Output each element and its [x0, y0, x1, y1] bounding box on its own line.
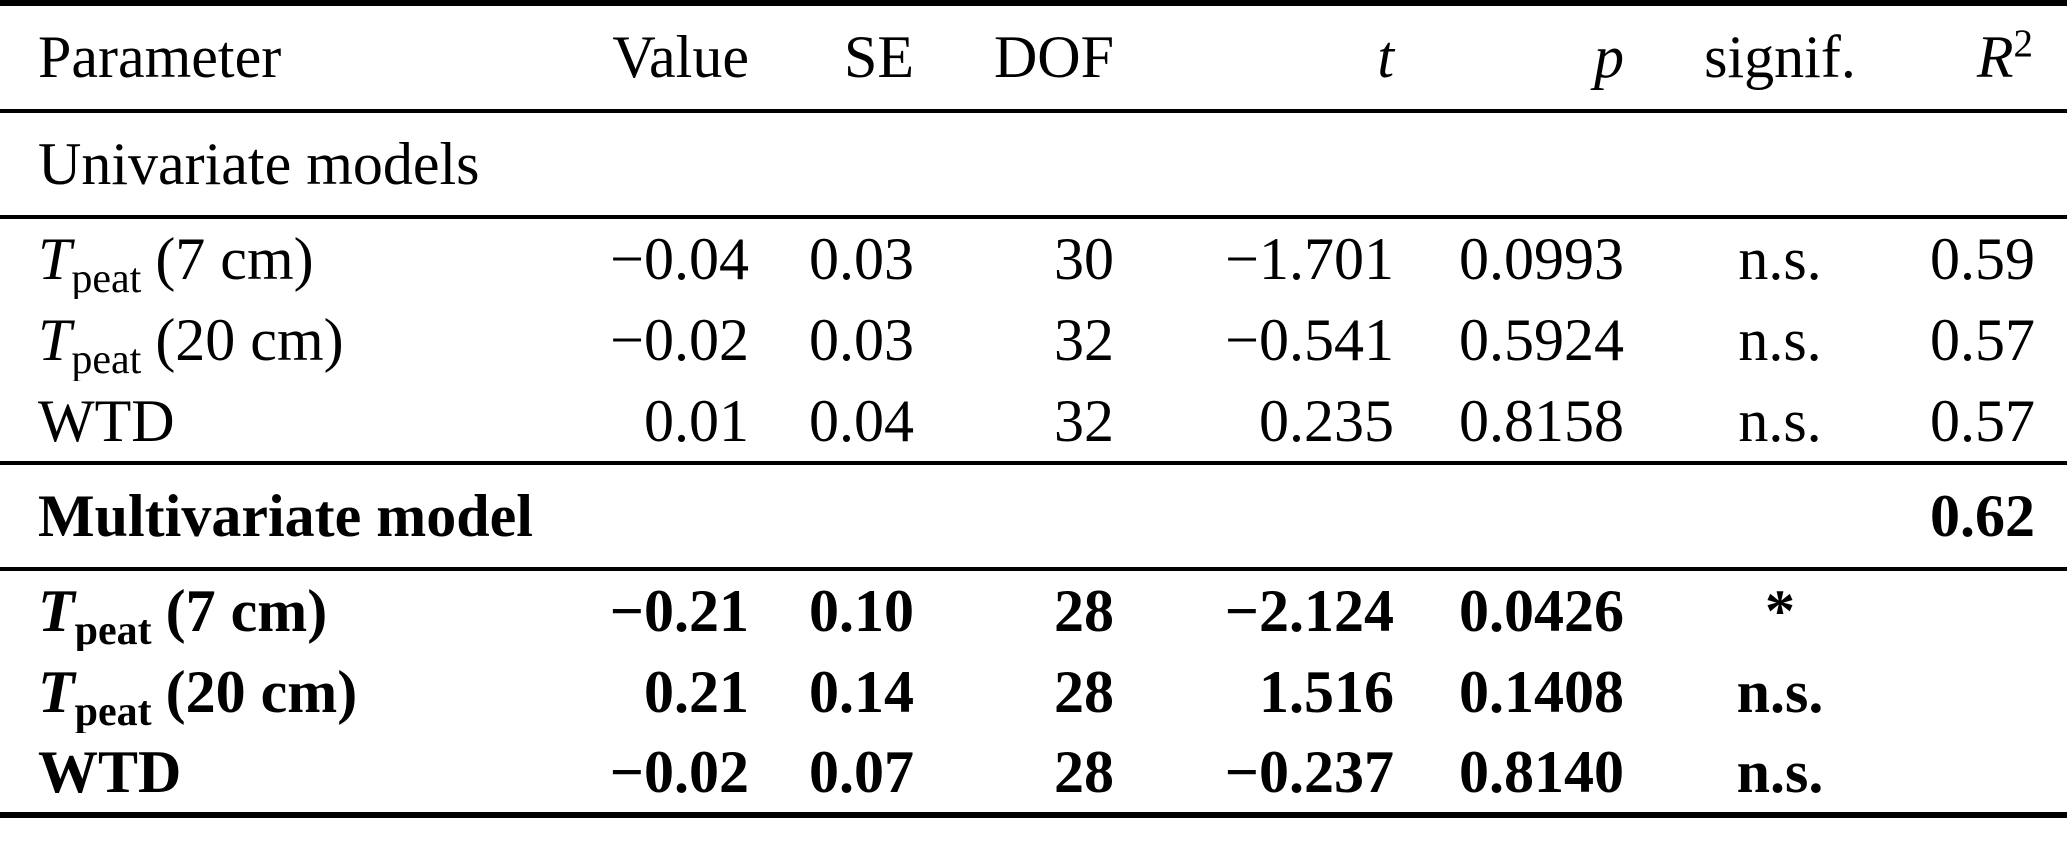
- parameter-subscript: peat: [74, 688, 152, 733]
- t-cell: −2.124: [1224, 577, 1394, 644]
- r2-cell: 0.57: [1930, 306, 2035, 373]
- section-title: Multivariate model: [38, 482, 533, 549]
- value-cell: 0.01: [644, 387, 749, 454]
- regression-stats-table: Parameter Value SE DOF t p signif. R2 Un…: [0, 0, 2067, 818]
- col-header-dof: DOF: [993, 24, 1114, 90]
- col-header-parameter: Parameter: [38, 24, 282, 90]
- r2-cell: 0.59: [1930, 225, 2035, 292]
- t-cell: −1.701: [1225, 225, 1394, 292]
- p-cell: 0.8158: [1459, 387, 1624, 454]
- parameter-label: WTD: [38, 387, 175, 454]
- value-cell: −0.21: [609, 577, 749, 644]
- parameter-depth: (20 cm): [155, 306, 344, 373]
- table-row: Tpeat (7 cm) −0.04 0.03 30 −1.701 0.0993 …: [0, 217, 2067, 300]
- dof-cell: 32: [1054, 306, 1114, 373]
- section-r2: [1930, 111, 2067, 217]
- r2-cell: [1930, 651, 2067, 733]
- parameter-cell: WTD: [0, 381, 570, 463]
- table-row: WTD 0.01 0.04 32 0.235 0.8158 n.s. 0.57: [0, 381, 2067, 463]
- parameter-depth: (7 cm): [155, 225, 314, 292]
- se-cell: 0.07: [809, 739, 914, 805]
- se-cell: 0.03: [809, 306, 914, 373]
- dof-cell: 30: [1054, 225, 1114, 292]
- header-row: Parameter Value SE DOF t p signif. R2: [0, 3, 2067, 111]
- t-cell: 0.235: [1259, 387, 1394, 454]
- value-cell: 0.21: [644, 658, 749, 725]
- p-cell: 0.1408: [1459, 658, 1624, 725]
- t-cell: −0.541: [1225, 306, 1394, 373]
- value-cell: −0.02: [610, 306, 749, 373]
- parameter-symbol: T: [38, 658, 75, 725]
- parameter-cell: WTD: [0, 733, 570, 815]
- col-header-t: t: [1377, 24, 1394, 90]
- col-header-signif: signif.: [1704, 24, 1856, 90]
- se-cell: 0.03: [809, 225, 914, 292]
- r2-base: R: [1976, 24, 2014, 90]
- p-cell: 0.5924: [1459, 306, 1624, 373]
- table-row: Tpeat (20 cm) 0.21 0.14 28 1.516 0.1408 n…: [0, 651, 2067, 733]
- dof-cell: 28: [1054, 577, 1114, 644]
- parameter-subscript: peat: [71, 255, 142, 300]
- dof-cell: 32: [1054, 387, 1114, 454]
- r2-cell: [1930, 733, 2067, 815]
- col-header-value: Value: [612, 24, 749, 90]
- se-cell: 0.14: [809, 658, 914, 725]
- r2-superscript: 2: [2013, 22, 2034, 65]
- value-cell: −0.02: [609, 739, 749, 805]
- parameter-depth: (7 cm): [165, 577, 328, 644]
- parameter-label: WTD: [38, 739, 182, 805]
- t-cell: −0.237: [1224, 739, 1394, 805]
- r2-cell: 0.57: [1930, 387, 2035, 454]
- parameter-symbol: T: [38, 306, 72, 373]
- section-row-multivariate: Multivariate model 0.62: [0, 463, 2067, 569]
- table-row: Tpeat (7 cm) −0.21 0.10 28 −2.124 0.0426 …: [0, 569, 2067, 652]
- signif-cell: n.s.: [1736, 739, 1824, 805]
- signif-cell: n.s.: [1736, 658, 1824, 725]
- parameter-symbol: T: [38, 225, 72, 292]
- parameter-subscript: peat: [71, 336, 142, 381]
- signif-cell: n.s.: [1738, 225, 1822, 292]
- section-row-univariate: Univariate models: [0, 111, 2067, 217]
- p-cell: 0.8140: [1459, 739, 1624, 805]
- se-cell: 0.10: [809, 577, 914, 644]
- table-row: Tpeat (20 cm) −0.02 0.03 32 −0.541 0.5924…: [0, 299, 2067, 381]
- parameter-cell: Tpeat (7 cm): [0, 569, 570, 652]
- t-cell: 1.516: [1259, 658, 1394, 725]
- parameter-cell: Tpeat (7 cm): [0, 217, 570, 300]
- section-title: Univariate models: [38, 130, 480, 197]
- col-header-p: p: [1594, 24, 1624, 90]
- value-cell: −0.04: [610, 225, 749, 292]
- se-cell: 0.04: [809, 387, 914, 454]
- parameter-subscript: peat: [74, 607, 152, 652]
- col-header-se: SE: [843, 24, 914, 90]
- parameter-depth: (20 cm): [165, 658, 358, 725]
- r2-cell: [1930, 569, 2067, 651]
- dof-cell: 28: [1054, 658, 1114, 725]
- p-cell: 0.0426: [1459, 577, 1624, 644]
- signif-cell: n.s.: [1738, 306, 1822, 373]
- section-r2: 0.62: [1930, 482, 2035, 549]
- parameter-cell: Tpeat (20 cm): [0, 651, 570, 733]
- parameter-cell: Tpeat (20 cm): [0, 299, 570, 381]
- p-cell: 0.0993: [1459, 225, 1624, 292]
- signif-cell: n.s.: [1738, 387, 1822, 454]
- parameter-symbol: T: [38, 577, 75, 644]
- signif-cell: *: [1765, 577, 1795, 644]
- table-row: WTD −0.02 0.07 28 −0.237 0.8140 n.s.: [0, 733, 2067, 815]
- col-header-r2: R2: [1930, 3, 2067, 111]
- dof-cell: 28: [1054, 739, 1114, 805]
